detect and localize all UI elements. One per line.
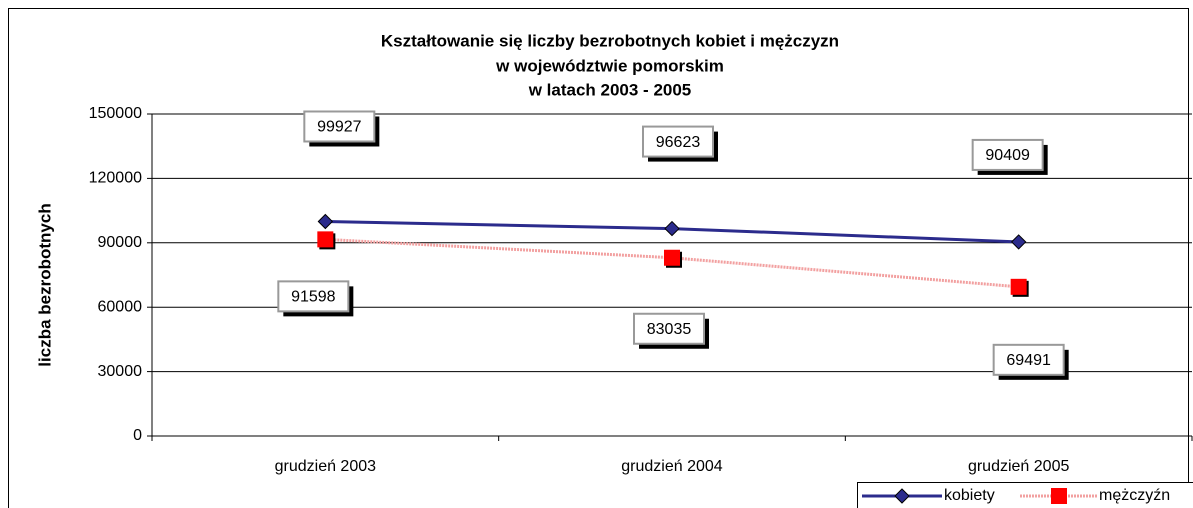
chart-border xyxy=(8,8,1189,508)
data-label: 83035 xyxy=(647,321,692,338)
y-tick-label: 30000 xyxy=(98,363,143,380)
chart-title: Kształtowanie się liczby bezrobotnych ko… xyxy=(381,31,839,50)
legend-label: mężczyźn xyxy=(1099,487,1170,504)
legend-label: kobiety xyxy=(944,487,995,504)
marker xyxy=(317,213,334,230)
data-label: 69491 xyxy=(1006,352,1051,369)
y-tick-label: 60000 xyxy=(98,298,143,315)
marker xyxy=(1010,278,1027,295)
y-tick-label: 0 xyxy=(133,427,142,444)
y-tick-label: 90000 xyxy=(98,234,143,251)
x-tick-label: grudzień 2003 xyxy=(275,458,377,475)
data-label: 91598 xyxy=(291,289,336,306)
chart-title: w województwie pomorskim xyxy=(495,56,724,75)
label-box xyxy=(992,343,1065,376)
label-box xyxy=(642,125,714,158)
x-tick-label: grudzień 2005 xyxy=(968,458,1070,475)
marker xyxy=(1051,488,1067,504)
marker xyxy=(894,488,910,504)
y-axis-label: liczba bezrobotnych xyxy=(35,203,54,366)
marker xyxy=(1010,234,1027,250)
marker xyxy=(317,231,334,248)
label-box xyxy=(303,110,376,143)
chart-title: w latach 2003 - 2005 xyxy=(528,80,692,99)
data-label: 96623 xyxy=(656,134,701,151)
label-box xyxy=(971,138,1044,171)
data-label: 99927 xyxy=(317,119,362,136)
y-tick-label: 150000 xyxy=(89,105,142,122)
marker xyxy=(664,220,680,237)
label-box xyxy=(277,280,350,313)
data-label: 90409 xyxy=(985,147,1030,164)
x-tick-label: grudzień 2004 xyxy=(621,458,723,475)
y-tick-label: 120000 xyxy=(89,170,142,187)
label-box xyxy=(633,312,705,345)
marker xyxy=(664,249,680,266)
series-line xyxy=(325,237,1019,289)
